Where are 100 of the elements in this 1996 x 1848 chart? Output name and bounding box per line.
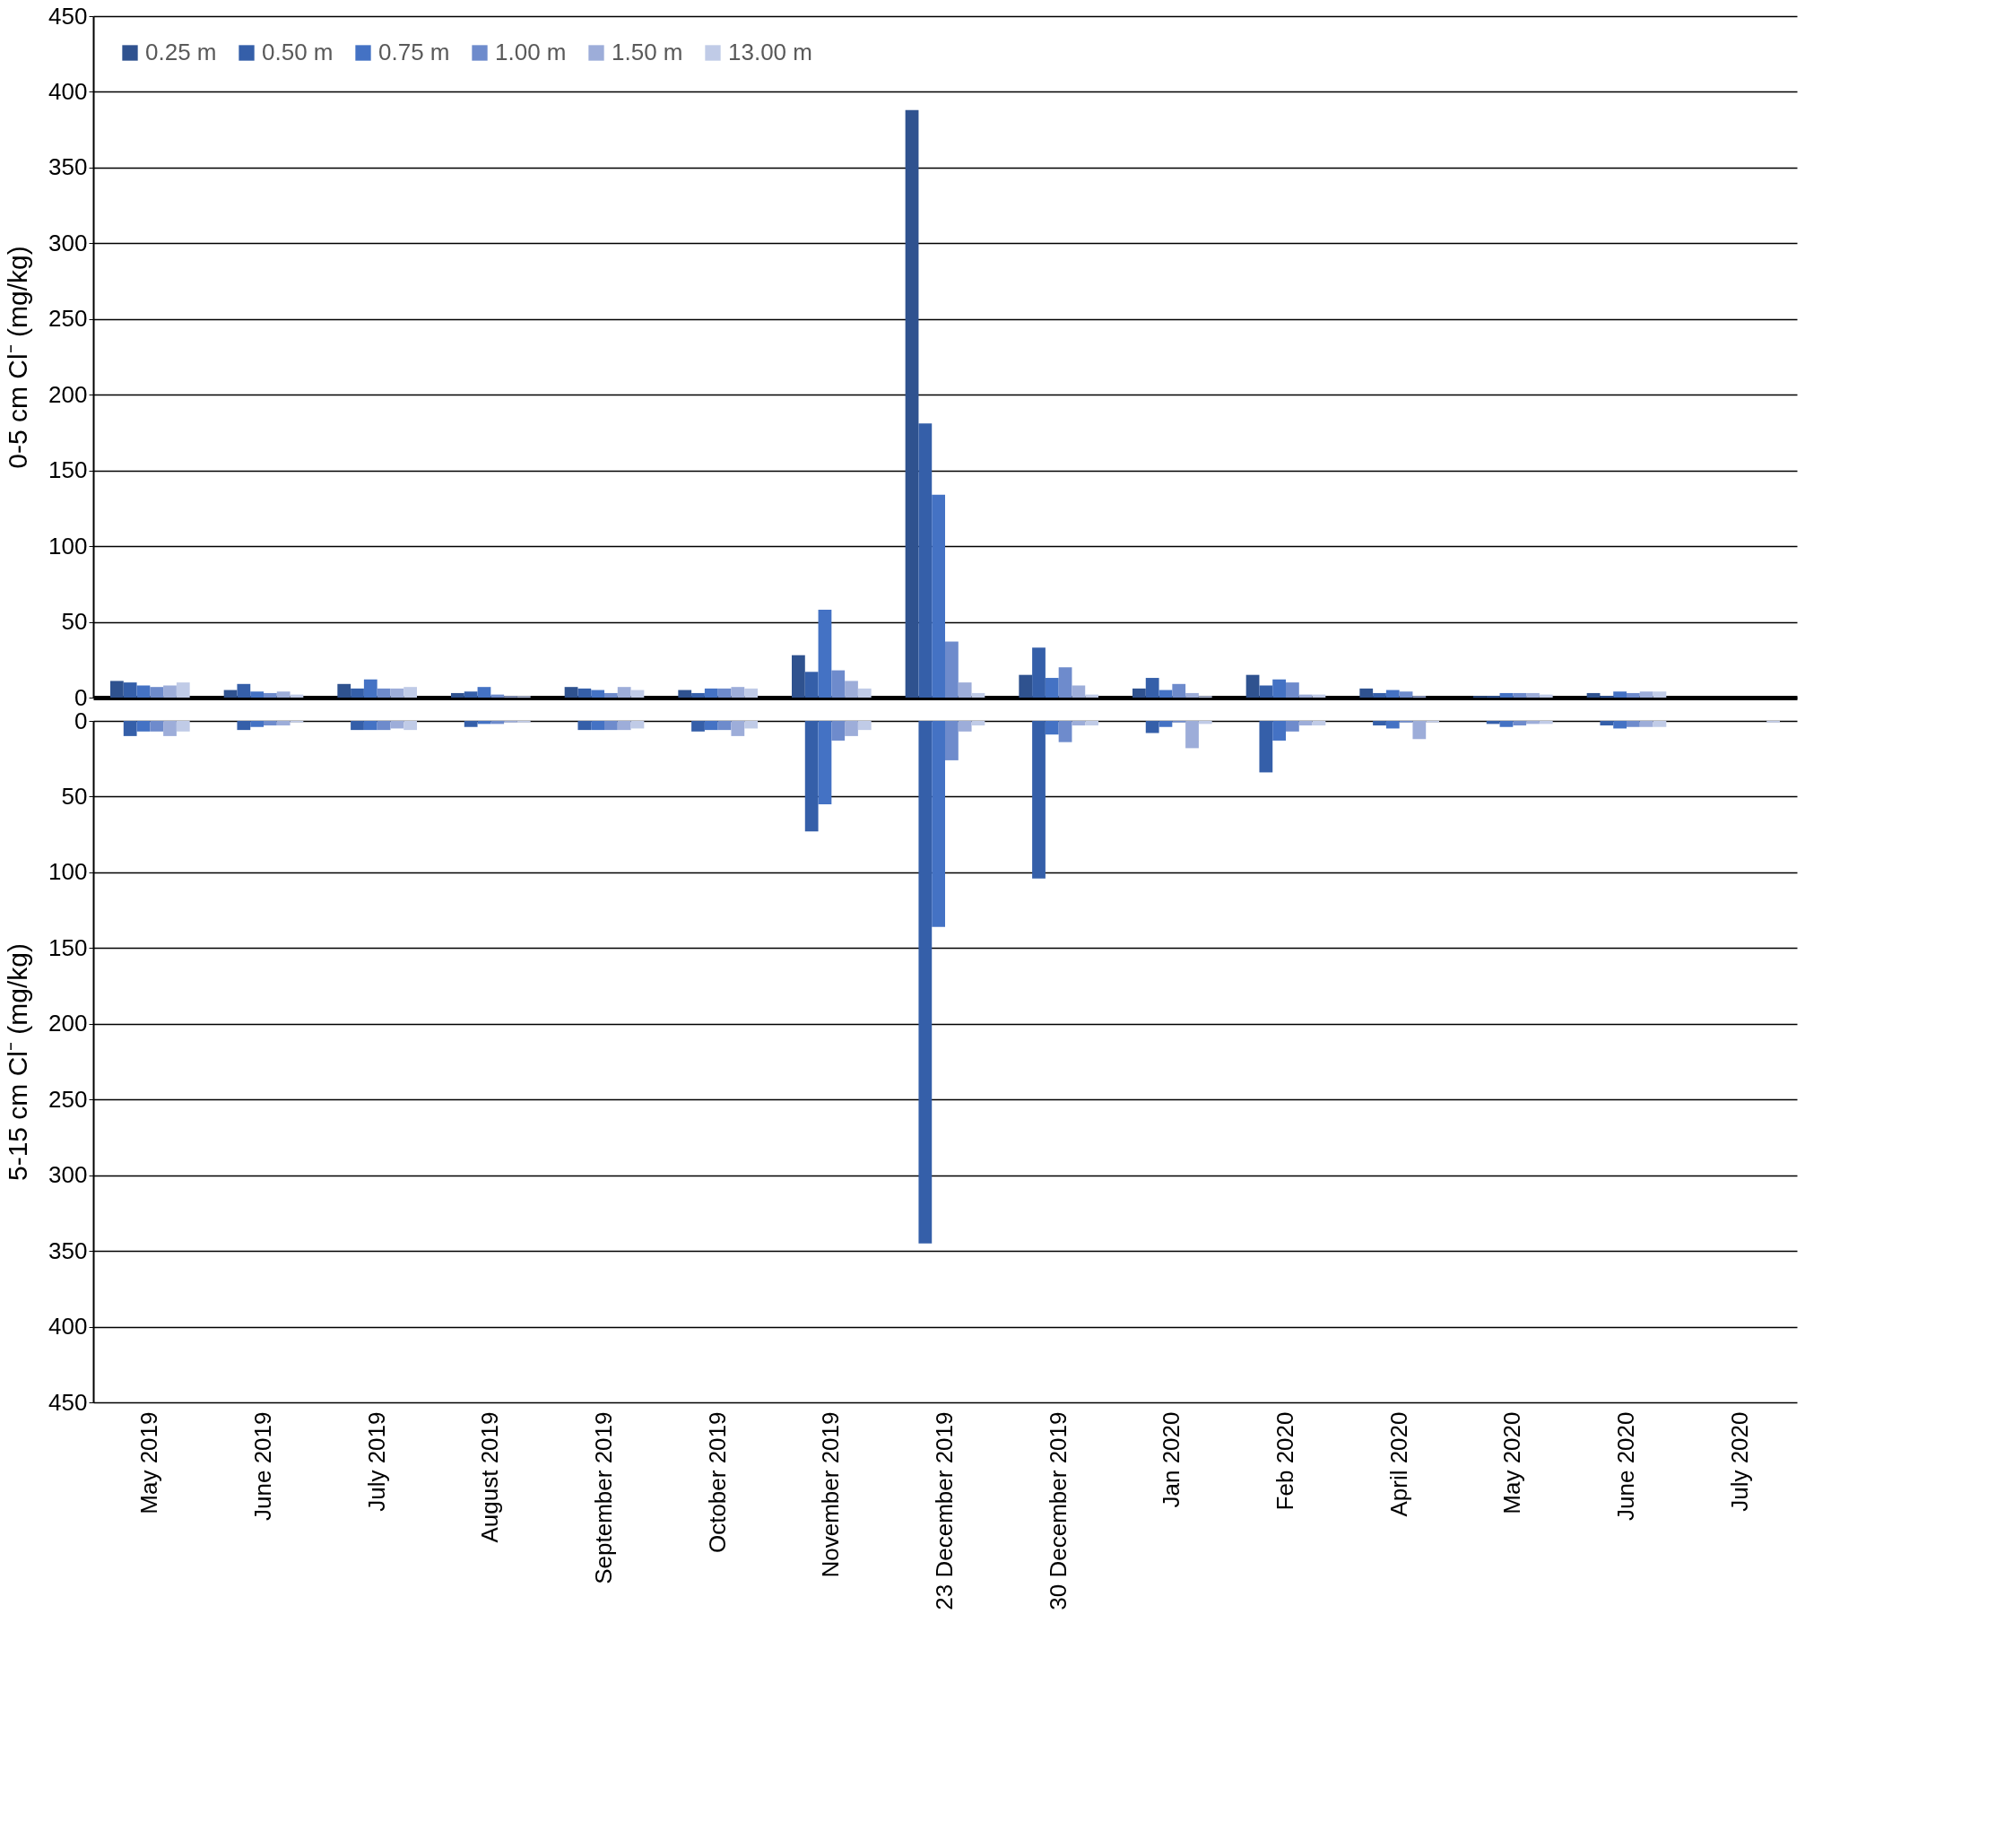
bar xyxy=(958,721,972,732)
bar xyxy=(176,682,190,698)
x-tick-label: July 2019 xyxy=(362,1411,390,1512)
bar xyxy=(1045,678,1059,698)
bar xyxy=(1058,721,1072,742)
bar xyxy=(857,688,872,698)
bar xyxy=(717,688,732,698)
bar xyxy=(363,721,378,731)
bar xyxy=(110,681,124,698)
bar xyxy=(1385,721,1400,729)
bar xyxy=(1312,721,1326,726)
bar xyxy=(1627,692,1640,698)
bar xyxy=(1272,679,1286,698)
bar xyxy=(958,682,972,698)
bar xyxy=(264,692,277,698)
bar xyxy=(377,688,391,698)
x-tick-label: August 2019 xyxy=(476,1411,504,1543)
bar xyxy=(918,721,933,1244)
x-tick-label: October 2019 xyxy=(703,1411,731,1554)
bar xyxy=(136,685,151,698)
bar xyxy=(1526,692,1540,698)
legend-label: 0.75 m xyxy=(378,39,450,65)
bar xyxy=(1499,692,1514,698)
y-tick-label: 100 xyxy=(48,532,88,560)
bar xyxy=(1272,721,1286,741)
y-tick-label: 50 xyxy=(61,608,88,636)
bar xyxy=(1513,721,1527,726)
bar xyxy=(1639,721,1653,727)
bar xyxy=(918,423,933,698)
bar xyxy=(591,690,604,698)
bar xyxy=(932,721,945,927)
x-tick-label: 30 December 2019 xyxy=(1044,1411,1072,1610)
bar xyxy=(845,721,858,736)
bar xyxy=(1159,721,1173,727)
x-tick-label: September 2019 xyxy=(590,1411,617,1584)
bar xyxy=(704,688,718,698)
bar xyxy=(1172,683,1186,698)
bar xyxy=(945,721,959,760)
bar xyxy=(971,721,985,726)
bar xyxy=(451,692,464,698)
bar xyxy=(1639,691,1653,698)
bar xyxy=(477,687,491,698)
bar xyxy=(377,721,391,731)
bar xyxy=(1385,690,1400,698)
y-tick-label: 450 xyxy=(48,2,88,30)
y-tick-label: 250 xyxy=(48,305,88,333)
bar xyxy=(1526,721,1540,724)
bar xyxy=(464,721,478,727)
bar xyxy=(1072,685,1086,698)
x-tick-label: 23 December 2019 xyxy=(931,1411,958,1610)
x-tick-label: May 2020 xyxy=(1498,1411,1526,1514)
bar xyxy=(1539,721,1553,724)
x-tick-label: May 2019 xyxy=(135,1411,163,1514)
legend-label: 1.50 m xyxy=(612,39,683,65)
bar xyxy=(1499,721,1514,727)
bar xyxy=(577,688,592,698)
bar xyxy=(1185,721,1199,749)
bar xyxy=(363,679,378,698)
bar xyxy=(264,721,277,726)
bar xyxy=(1627,721,1640,727)
bar xyxy=(123,721,137,736)
bar xyxy=(804,721,819,832)
bar xyxy=(1072,721,1086,726)
bar xyxy=(276,721,291,726)
bar xyxy=(804,672,819,698)
bar xyxy=(163,721,177,736)
bar xyxy=(1653,691,1667,698)
bar xyxy=(1513,692,1527,698)
y-tick-label: 150 xyxy=(48,933,88,961)
bar xyxy=(351,688,364,698)
bar xyxy=(404,687,417,698)
bar xyxy=(678,690,692,698)
bar xyxy=(717,721,732,731)
bar xyxy=(905,109,919,698)
bar xyxy=(1145,678,1159,698)
bar xyxy=(617,687,631,698)
legend-label: 0.50 m xyxy=(262,39,334,65)
x-tick-label: April 2020 xyxy=(1384,1411,1412,1517)
bar xyxy=(744,721,758,729)
bar xyxy=(237,721,251,731)
bar xyxy=(1159,690,1173,698)
bar xyxy=(337,683,351,698)
bar xyxy=(1198,721,1212,724)
bar xyxy=(617,721,631,731)
bar xyxy=(604,692,618,698)
bar xyxy=(564,687,578,698)
bar xyxy=(1359,688,1374,698)
bar xyxy=(691,721,705,732)
x-tick-label: June 2019 xyxy=(249,1411,276,1521)
bar xyxy=(857,721,872,731)
bar xyxy=(237,683,251,698)
x-tick-label: July 2020 xyxy=(1725,1411,1753,1512)
bar xyxy=(591,721,604,731)
bar xyxy=(150,687,164,698)
y-tick-label: 400 xyxy=(48,1313,88,1340)
bar xyxy=(932,494,945,698)
bar xyxy=(1032,721,1046,879)
bar xyxy=(792,655,805,698)
bar xyxy=(1586,692,1601,698)
bar xyxy=(176,721,190,732)
